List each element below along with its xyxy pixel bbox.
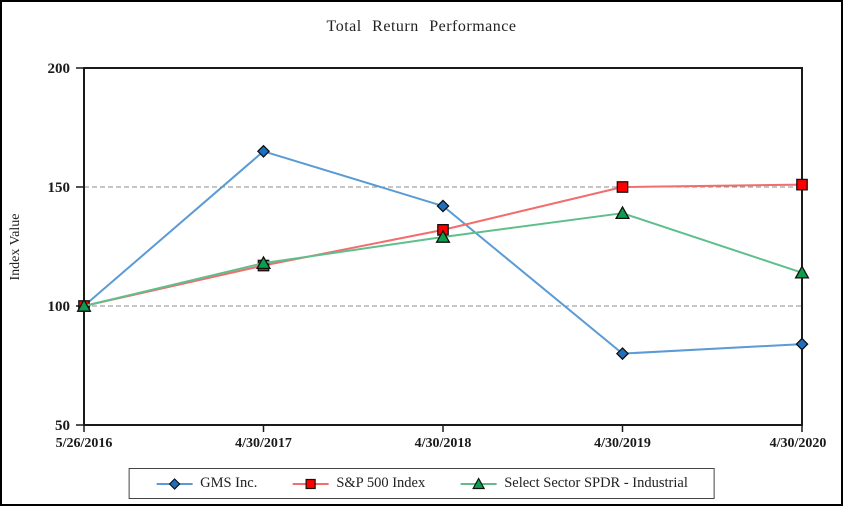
legend-label: GMS Inc. (200, 475, 258, 491)
chart-title: Total Return Performance (326, 18, 517, 35)
blue-diamond-series-icon (156, 477, 193, 490)
x-tick-label: 4/30/2020 (770, 436, 827, 451)
y-tick-label: 200 (48, 61, 71, 77)
y-tick-label: 50 (55, 418, 70, 434)
red-square-series-icon (292, 478, 329, 489)
x-tick-label: 5/26/2016 (56, 436, 113, 451)
legend-label: Select Sector SPDR - Industrial (504, 475, 688, 491)
x-tick-label: 4/30/2019 (594, 436, 651, 451)
x-tick-label: 4/30/2017 (235, 436, 292, 451)
x-tick-label: 4/30/2018 (415, 436, 472, 451)
legend-label: S&P 500 Index (336, 475, 426, 491)
legend-item-gms: GMS Inc. (155, 475, 257, 492)
y-tick-label: 100 (48, 299, 71, 315)
green-triangle-series-icon (460, 476, 497, 489)
y-tick-label: 150 (48, 180, 71, 196)
legend: GMS Inc. S&P 500 Index Select Sector SPD… (128, 468, 715, 499)
legend-item-spdr: Select Sector SPDR - Industrial (459, 475, 688, 492)
legend-item-sp500: S&P 500 Index (291, 475, 425, 492)
